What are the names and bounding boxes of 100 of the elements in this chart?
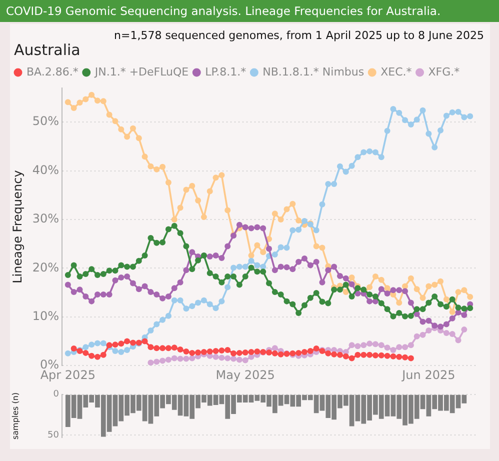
- point: [278, 351, 284, 358]
- point: [171, 344, 178, 351]
- point: [372, 352, 378, 358]
- point: [390, 353, 396, 360]
- y-tick-label: 20%: [32, 260, 59, 274]
- point: [313, 346, 320, 352]
- point: [420, 332, 426, 338]
- point: [165, 356, 172, 363]
- point: [396, 354, 402, 360]
- point: [354, 352, 361, 358]
- legend-label: LP.8.1.*: [205, 65, 247, 78]
- point: [402, 354, 408, 360]
- point: [307, 348, 314, 354]
- point: [272, 345, 278, 352]
- point: [272, 350, 278, 356]
- point: [301, 348, 308, 355]
- point: [360, 342, 367, 348]
- point: [331, 351, 338, 358]
- point: [206, 348, 213, 354]
- point: [142, 338, 148, 344]
- point: [455, 337, 462, 344]
- point: [218, 354, 225, 361]
- y-tick-label: 0: [53, 390, 60, 400]
- point: [408, 342, 414, 348]
- point: [384, 344, 390, 351]
- y-tick-label: 10%: [32, 309, 59, 324]
- x-tick-label: Jun 2025: [401, 368, 456, 382]
- y-axis-title: samples (n): [10, 392, 20, 440]
- point: [230, 356, 237, 362]
- point: [396, 344, 402, 350]
- point: [160, 345, 166, 352]
- legend-label: BA.2.86.*: [26, 65, 79, 78]
- point: [461, 326, 468, 333]
- point: [189, 355, 196, 362]
- point: [348, 355, 355, 362]
- point: [449, 330, 456, 337]
- point: [354, 343, 361, 350]
- point: [336, 352, 343, 358]
- point: [348, 342, 355, 348]
- chart-title: COVID-19 Genomic Sequencing analysis. Lineage Frequencies for Australia.: [0, 0, 499, 22]
- point: [242, 357, 248, 364]
- point: [112, 342, 118, 348]
- point: [82, 350, 89, 356]
- point: [154, 345, 160, 352]
- point: [118, 340, 124, 347]
- y-tick-label: 50%: [32, 114, 59, 128]
- point: [372, 341, 378, 348]
- y-tick-label: 40%: [32, 162, 59, 177]
- point: [183, 356, 190, 362]
- point: [195, 349, 202, 356]
- point: [124, 338, 130, 344]
- point: [390, 347, 396, 354]
- point: [325, 350, 332, 356]
- point: [366, 352, 373, 358]
- point: [177, 346, 184, 353]
- point: [236, 350, 242, 356]
- point: [254, 348, 260, 354]
- point: [70, 346, 77, 352]
- y-tick-label: 50: [48, 430, 60, 440]
- point: [414, 333, 420, 340]
- point: [378, 352, 384, 358]
- legend-label: JN.1.* +DeFLuQE: [94, 65, 189, 78]
- point: [183, 348, 190, 354]
- x-tick-label: May 2025: [216, 368, 275, 382]
- x-tick-label: Apr 2025: [40, 368, 96, 382]
- point: [236, 356, 242, 363]
- point: [218, 348, 225, 354]
- point: [366, 340, 373, 347]
- point: [402, 344, 408, 350]
- point: [154, 358, 160, 365]
- point: [230, 350, 237, 356]
- point: [100, 352, 106, 358]
- chart-subtitle: Australia: [14, 41, 80, 59]
- y-tick-label: 30%: [32, 212, 59, 226]
- point: [148, 360, 154, 366]
- point: [160, 358, 166, 364]
- legend-label: XFG.*: [428, 65, 460, 78]
- point: [148, 344, 154, 350]
- point: [443, 330, 450, 336]
- point: [177, 356, 184, 362]
- legend-label: XEC.*: [380, 65, 412, 78]
- point: [130, 340, 136, 346]
- point: [378, 342, 384, 348]
- point: [88, 352, 95, 359]
- point: [384, 352, 390, 359]
- point: [426, 328, 432, 334]
- point: [224, 355, 231, 362]
- point: [200, 348, 207, 355]
- point: [224, 347, 231, 354]
- point: [94, 354, 100, 360]
- legend-label: NB.1.8.1.* Nimbus: [262, 65, 364, 78]
- point: [408, 355, 414, 362]
- point: [248, 348, 254, 355]
- point: [296, 350, 302, 356]
- point: [171, 355, 178, 362]
- point: [212, 354, 219, 360]
- point: [342, 353, 349, 360]
- point: [165, 345, 172, 352]
- text: n=1,578 sequenced genomes, from 1 April 2025 up to 8 June 2025: [114, 29, 484, 42]
- point: [189, 350, 196, 356]
